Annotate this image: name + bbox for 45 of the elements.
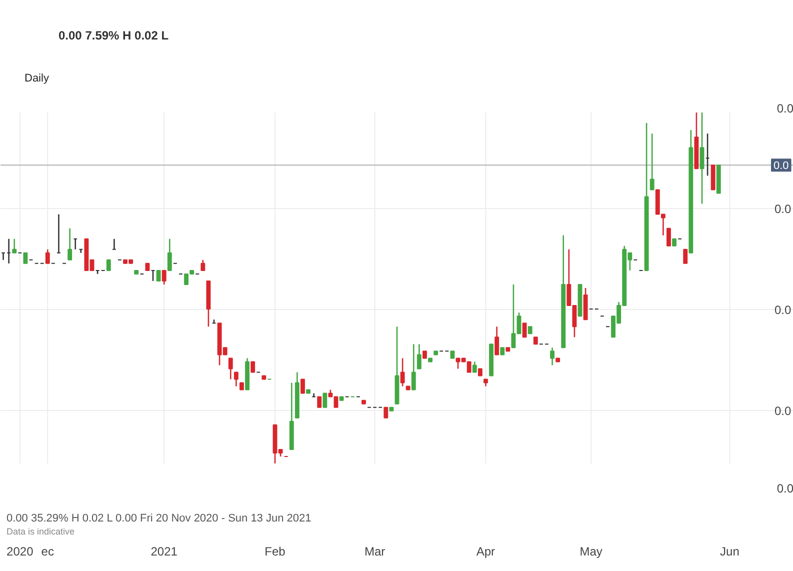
candlestick <box>234 372 238 387</box>
text: Data is indicative <box>6 526 75 536</box>
chart-title: 0.00 7.59% H 0.02 L <box>58 28 169 42</box>
annotation: 0.0 <box>774 202 792 216</box>
candlestick <box>23 252 28 264</box>
candlestick <box>228 358 233 380</box>
text: 0.00 35.29% H 0.02 L 0.00 Fri 20 Nov 2020 - Sun 13 Jun 2021 <box>6 512 312 524</box>
candlestick <box>494 326 500 356</box>
candlestick <box>317 396 322 408</box>
candlestick <box>666 228 671 246</box>
annotation: 0.0 <box>776 102 793 116</box>
candlestick <box>650 132 654 190</box>
x-tick-label: 2020 <box>6 544 34 558</box>
candlestick <box>550 347 554 366</box>
text: 0.0 <box>776 482 793 496</box>
candlestick <box>12 238 17 254</box>
candlestick <box>300 378 305 394</box>
candlestick <box>156 270 161 282</box>
x-tick-label: 2021 <box>150 544 178 558</box>
x-tick-label: Feb <box>264 544 286 558</box>
candlestick <box>167 238 172 272</box>
candlestick <box>322 392 328 408</box>
candlestick <box>522 322 527 338</box>
annotation: 0.0 <box>774 404 792 418</box>
x-tick-label: Jun <box>720 544 740 558</box>
candlestick <box>45 248 50 264</box>
annotation: 0.0 <box>774 160 789 172</box>
candlestick <box>250 361 256 373</box>
candlestick <box>416 344 422 370</box>
x-tick-label: Apr <box>476 544 496 558</box>
candlestick <box>162 270 166 286</box>
text: Daily <box>24 72 50 84</box>
candlestick <box>400 358 405 387</box>
annotation: 0.0 <box>774 303 792 317</box>
x-tick-label: Mar <box>364 544 386 558</box>
candlestick <box>700 112 704 204</box>
x-tick-label: ec <box>41 544 54 558</box>
candlestick <box>106 259 111 271</box>
x-tick-label: May <box>580 544 602 558</box>
candlestick <box>472 361 477 373</box>
candlestick <box>200 259 206 272</box>
candlestick <box>384 406 388 418</box>
candlestick <box>68 228 72 261</box>
candlestick <box>411 344 416 390</box>
candlestick <box>683 248 688 264</box>
